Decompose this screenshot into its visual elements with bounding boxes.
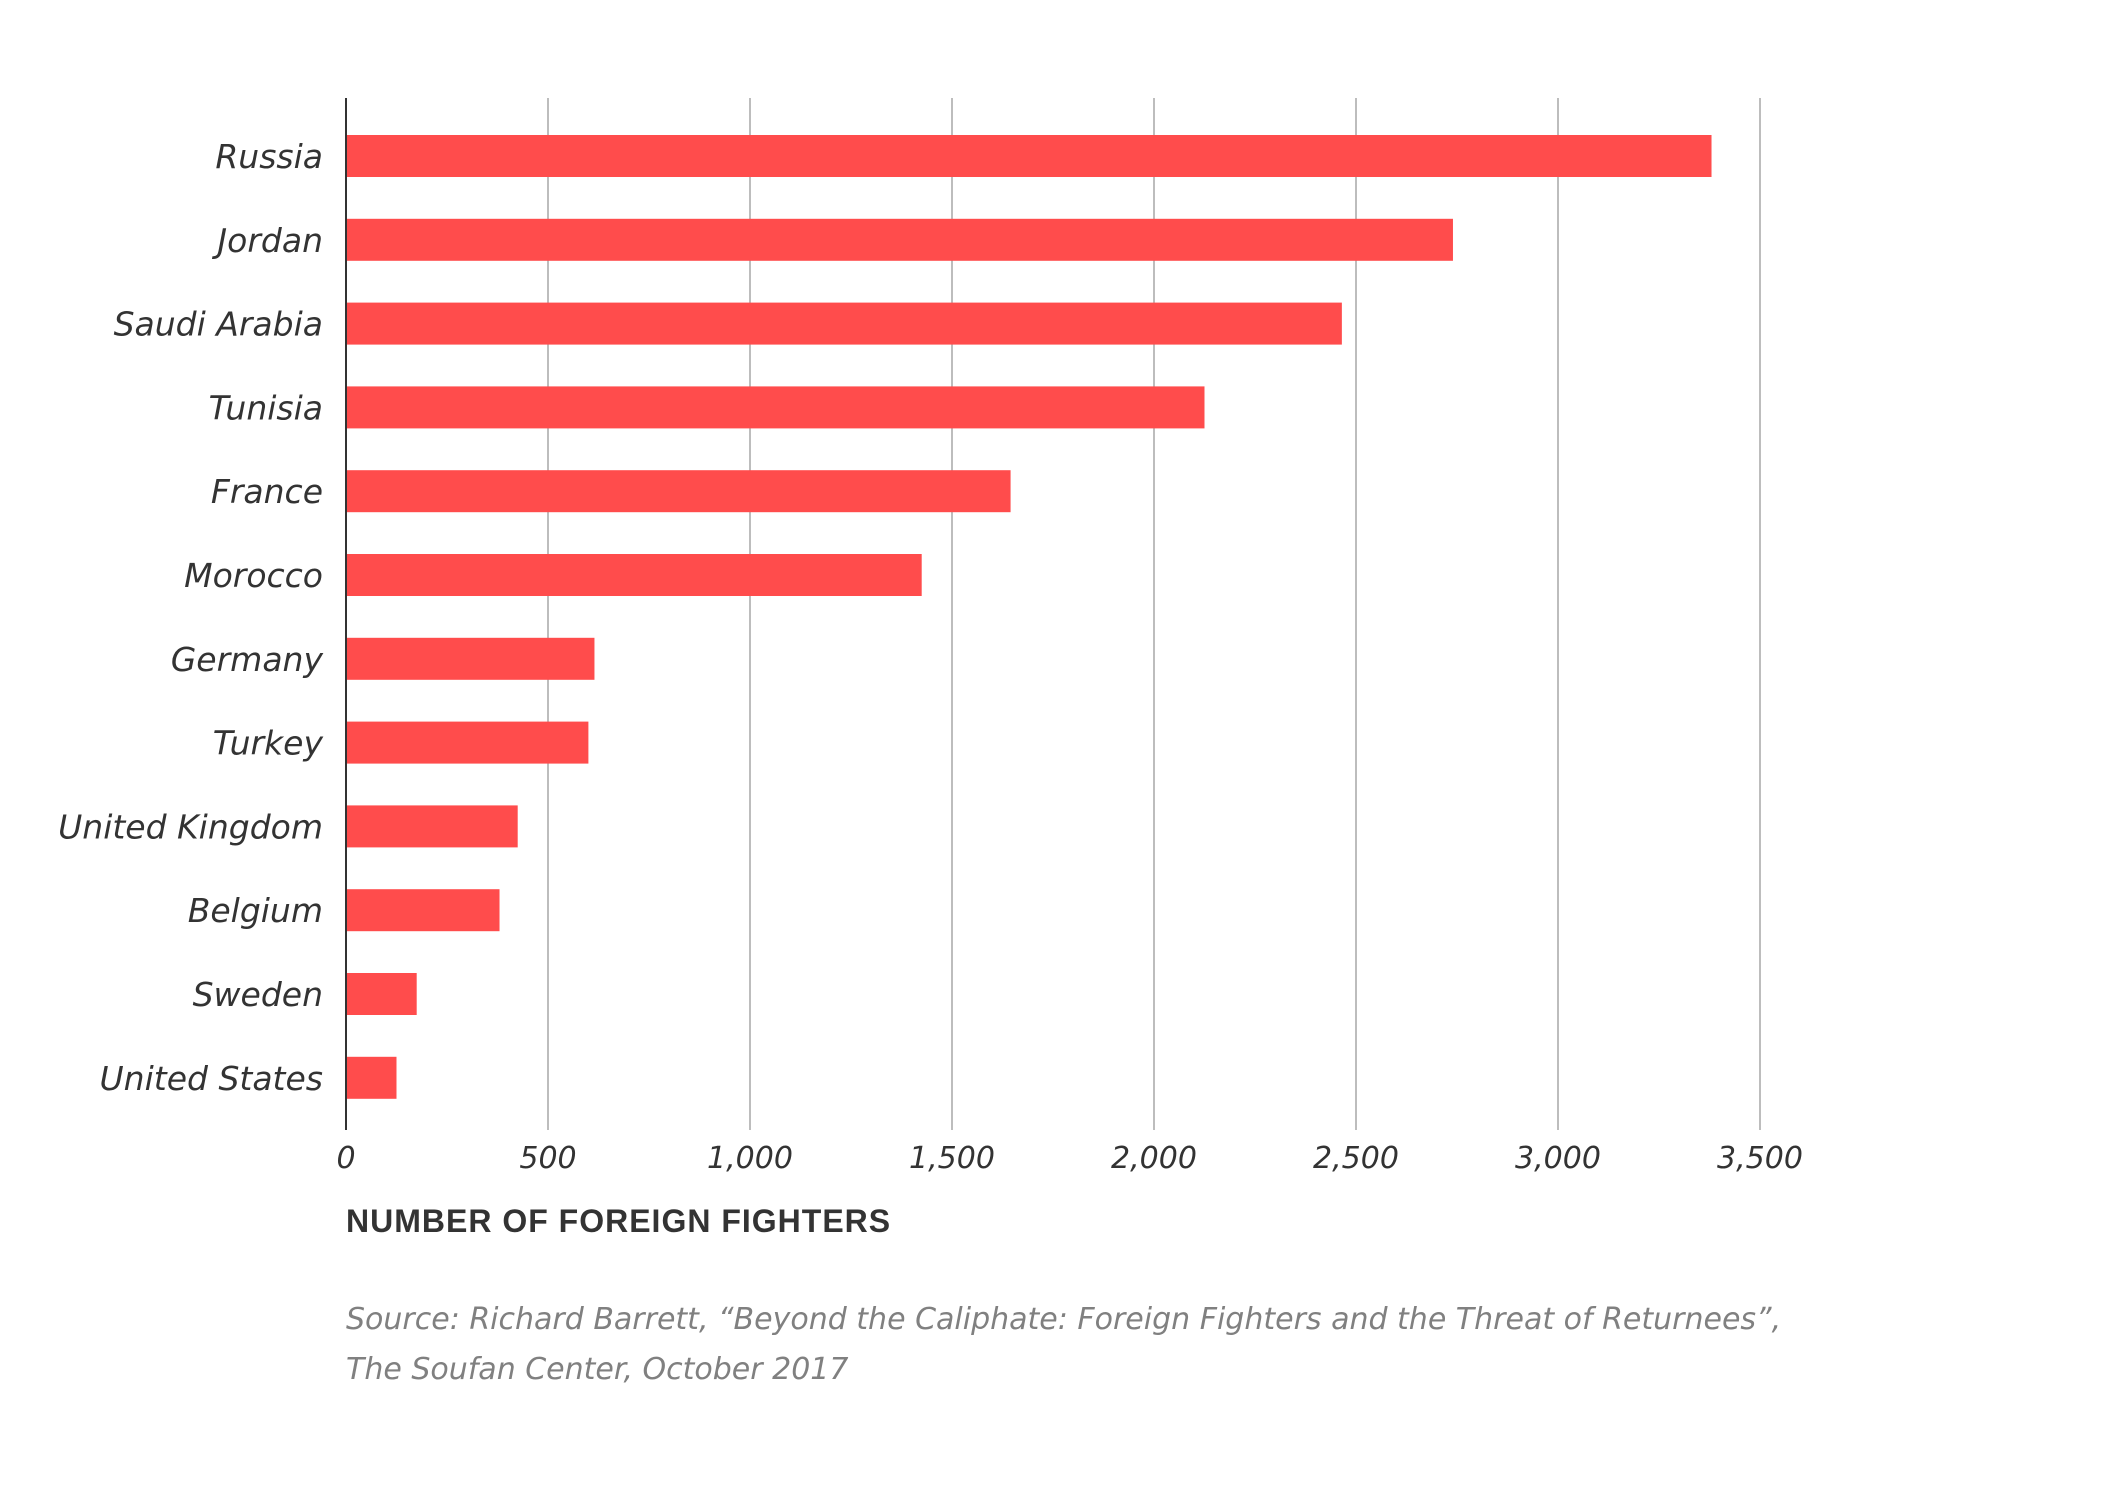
x-tick-label: 500 (519, 1141, 576, 1176)
x-tick-label: 2,000 (1111, 1141, 1197, 1176)
category-label: Belgium (188, 891, 323, 930)
bar (346, 721, 589, 764)
category-labels: Russia Jordan Saudi Arabia Tunisia France Mor… (58, 137, 323, 1098)
gridlines (547, 98, 1761, 1130)
source-line-2: The Soufan Center, October 2017 (346, 1352, 849, 1387)
category-label: Tunisia (209, 388, 323, 427)
category-label: France (211, 472, 323, 511)
x-tick-label: 0 (336, 1141, 355, 1176)
bar (346, 470, 1011, 513)
x-tick-label: 3,000 (1515, 1141, 1601, 1176)
source-note: Source: Richard Barrett, “Beyond the Cal… (346, 1295, 2046, 1395)
bar (346, 637, 595, 680)
bar (346, 302, 1342, 345)
category-label: Russia (215, 137, 323, 176)
bar (346, 973, 417, 1015)
category-label: Saudi Arabia (114, 305, 323, 344)
x-tick-label: 2,500 (1313, 1141, 1399, 1176)
x-tick-label: 3,500 (1717, 1141, 1803, 1176)
bar (346, 1056, 397, 1099)
x-tick-label: 1,000 (707, 1141, 793, 1176)
source-line-1: Source: Richard Barrett, “Beyond the Cal… (346, 1302, 1782, 1337)
bar (346, 805, 518, 848)
x-axis-title: NUMBER OF FOREIGN FIGHTERS (346, 1203, 892, 1239)
category-label: Jordan (211, 221, 323, 260)
bar (346, 386, 1205, 429)
bar (346, 135, 1712, 177)
x-tick-label: 1,500 (909, 1141, 995, 1176)
category-label: Turkey (213, 724, 324, 763)
category-label: Germany (171, 640, 324, 679)
bar (346, 218, 1453, 261)
category-label: Sweden (193, 975, 323, 1014)
bars (346, 135, 1712, 1099)
category-label: Morocco (184, 556, 323, 595)
bar (346, 889, 500, 932)
category-label: United States (100, 1059, 323, 1098)
bar-chart: Russia Jordan Saudi Arabia Tunisia France Mor… (58, 98, 1803, 1176)
category-label: United Kingdom (58, 807, 323, 846)
bar (346, 554, 922, 596)
